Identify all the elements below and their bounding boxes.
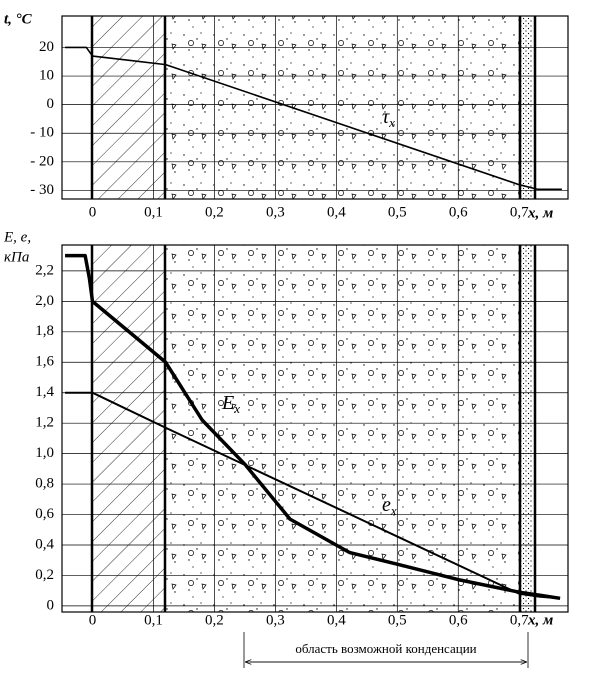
x-tick-label: 0,4: [327, 204, 346, 220]
y-tick-label: 1,2: [35, 415, 54, 431]
wall-layer: [520, 245, 533, 612]
x-axis-label: x, м: [527, 205, 553, 221]
series-subscript: x: [388, 115, 395, 130]
x-tick-label: 0,1: [144, 612, 163, 628]
y-tick-label: 1,6: [35, 354, 54, 370]
x-tick-label: 0,2: [205, 612, 224, 628]
x-tick-label: 0,4: [327, 612, 346, 628]
series-name: e: [382, 494, 391, 516]
x-tick-label: 0: [89, 612, 97, 628]
series-subscript: x: [390, 503, 397, 518]
x-axis-label: x, м: [527, 612, 553, 628]
wall-layer: [165, 16, 520, 199]
y-tick-label: 2,0: [35, 293, 54, 309]
y-tick-label: 1,0: [35, 445, 54, 461]
y-tick-label: - 30: [30, 182, 54, 198]
x-tick-label: 0,1: [144, 204, 163, 220]
series-subscript: x: [233, 401, 240, 416]
series-name: E: [221, 392, 234, 414]
x-tick-label: 0,2: [205, 204, 224, 220]
x-tick-label: 0,7: [510, 204, 529, 220]
y-tick-label: 0,8: [35, 476, 54, 492]
wall-layer: [92, 245, 165, 612]
y-axis-label: t, °C: [4, 11, 33, 27]
wall-layer: [92, 16, 165, 199]
x-tick-label: 0,6: [449, 204, 468, 220]
temperature-chart: t, °C x, м τx 20 10 0 - 10 - 20 - 30 0 0,1 0,2 0,…: [4, 11, 569, 221]
series-label: ex: [382, 494, 397, 518]
y-axis-label: E, e,: [3, 229, 31, 245]
x-tick-label: 0,5: [388, 204, 407, 220]
series-name: τ: [382, 106, 390, 128]
x-tick-label: 0,5: [388, 612, 407, 628]
x-tick-label: 0: [89, 204, 97, 220]
series-label: Ex: [221, 392, 240, 416]
y-tick-label: 10: [39, 67, 54, 83]
y-tick-label: 0,4: [35, 536, 54, 552]
wall-layer: [165, 245, 520, 612]
y-tick-label: 0: [47, 597, 55, 613]
plot-frame: [61, 15, 569, 200]
x-tick-label: 0,3: [266, 204, 285, 220]
x-tick-label: 0,3: [266, 612, 285, 628]
pressure-chart: E, e, кПа x, м Ex ex область возможной к…: [3, 229, 569, 668]
y-tick-label: 2,2: [35, 262, 54, 278]
region-annotation: область возможной конденсации: [295, 641, 476, 656]
wall-layer: [520, 16, 533, 199]
y-axis-label: кПа: [4, 249, 29, 265]
x-tick-label: 0,6: [449, 612, 468, 628]
y-tick-label: 1,4: [35, 384, 54, 400]
y-tick-label: 20: [39, 39, 54, 55]
y-tick-label: 0: [47, 96, 55, 112]
y-tick-label: 0,6: [35, 506, 54, 522]
y-tick-label: - 10: [30, 125, 54, 141]
x-tick-label: 0,7: [510, 612, 529, 628]
plot-frame: [61, 244, 569, 613]
series-line: [65, 46, 562, 191]
y-tick-label: 0,2: [35, 567, 54, 583]
y-tick-label: - 20: [30, 153, 54, 169]
series-label: τx: [382, 106, 395, 130]
series-line: [65, 391, 561, 600]
y-tick-label: 1,8: [35, 323, 54, 339]
